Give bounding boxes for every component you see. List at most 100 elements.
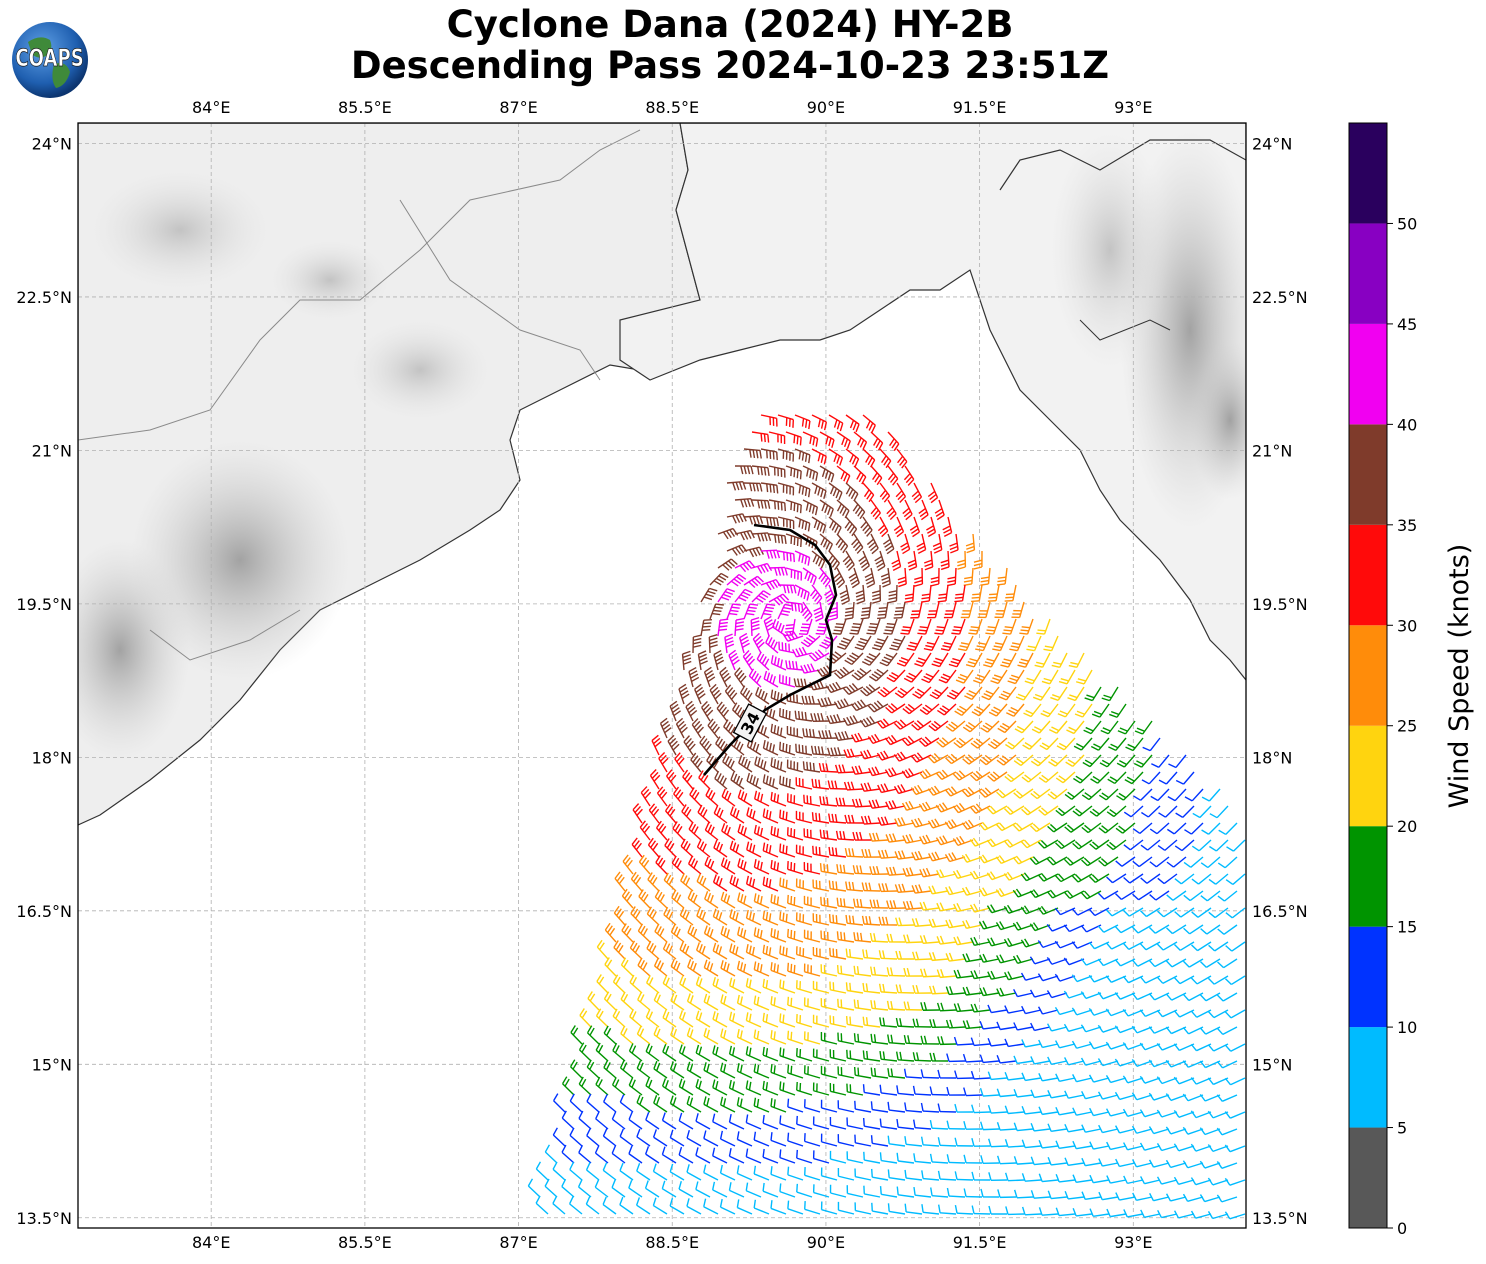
wind-barb	[812, 1048, 830, 1062]
wind-barb	[946, 1053, 966, 1063]
wind-barb	[602, 1162, 617, 1181]
wind-barb	[663, 872, 677, 892]
wind-barb	[812, 980, 830, 994]
wind-barb	[1047, 1123, 1068, 1133]
wind-barb	[745, 978, 762, 994]
wind-barb	[1149, 890, 1170, 901]
wind-barb	[946, 1120, 966, 1130]
wind-barb	[879, 1084, 898, 1096]
lat-label-right: 18°N	[1252, 748, 1292, 767]
wind-barb	[674, 752, 685, 773]
wind-barb	[1032, 686, 1051, 701]
wind-barb	[962, 1053, 983, 1063]
wind-barb	[728, 1113, 745, 1130]
wind-barb	[844, 516, 858, 537]
wind-barb	[953, 737, 974, 749]
wind-barb	[894, 686, 915, 699]
wind-barb	[777, 482, 795, 496]
wind-barb	[837, 1066, 855, 1079]
wind-barb	[895, 917, 915, 927]
wind-barb	[700, 587, 718, 603]
wind-barb	[1011, 601, 1025, 619]
wind-barb	[870, 499, 881, 520]
wind-barb	[884, 734, 906, 746]
wind-barb	[1114, 1058, 1136, 1067]
wind-barb	[1088, 1041, 1110, 1050]
wind-barb	[1054, 1040, 1076, 1049]
wind-barb	[1021, 1139, 1042, 1149]
wind-barb	[1037, 940, 1059, 949]
wind-barb	[945, 886, 966, 896]
wind-barb	[611, 1179, 626, 1198]
wind-barb	[779, 809, 796, 824]
wind-barb	[703, 959, 719, 977]
wind-barb	[1139, 941, 1161, 951]
wind-barb	[726, 603, 741, 620]
wind-barb	[1173, 1076, 1195, 1085]
wind-barb	[1099, 754, 1119, 768]
wind-barb	[936, 1002, 957, 1012]
wind-barb	[872, 635, 889, 651]
wind-barb	[1224, 1077, 1246, 1086]
wind-barb	[812, 879, 830, 892]
wind-barb	[819, 533, 834, 552]
wind-barb	[879, 1017, 898, 1028]
wind-barb	[1021, 1072, 1042, 1082]
wind-barb	[896, 1085, 915, 1096]
wind-barb	[651, 734, 662, 756]
wind-barb	[1055, 1073, 1076, 1082]
wind-barb	[973, 550, 983, 570]
wind-barb	[724, 684, 738, 705]
wind-barb	[746, 807, 762, 824]
wind-barb	[928, 720, 949, 732]
wind-barb	[602, 1196, 617, 1215]
wind-barb	[1020, 938, 1042, 948]
wind-barb	[803, 963, 821, 977]
wind-barb	[1014, 720, 1034, 734]
wind-barb	[721, 788, 736, 807]
wind-barb	[695, 1113, 711, 1130]
wind-barb	[644, 1180, 660, 1198]
wind-barb	[745, 1080, 762, 1096]
wind-barb	[777, 550, 795, 563]
wind-barb	[1012, 822, 1034, 832]
wind-barb	[1225, 907, 1246, 919]
wind-barb	[753, 1029, 770, 1045]
wind-barb	[829, 1150, 847, 1164]
wind-barb	[1101, 686, 1119, 702]
wind-barb	[862, 482, 875, 503]
wind-barb	[646, 940, 660, 960]
wind-barb	[893, 601, 906, 619]
wind-barb	[1105, 907, 1127, 917]
wind-barb	[690, 752, 703, 773]
wind-barb	[1200, 924, 1221, 935]
wind-barb	[962, 720, 983, 733]
wind-barb	[1038, 1039, 1059, 1049]
wind-barb	[833, 567, 846, 589]
wind-barb	[879, 1050, 898, 1062]
wind-barb	[672, 821, 685, 841]
wind-barb	[883, 618, 898, 635]
logo-text: COAPS	[15, 44, 83, 72]
wind-barb	[829, 981, 847, 994]
wind-barb	[1034, 652, 1051, 668]
wind-barb	[812, 845, 830, 858]
wind-barb	[1073, 737, 1093, 751]
wind-barb	[579, 1008, 592, 1028]
wind-barb	[1199, 1127, 1221, 1136]
wind-barb	[696, 873, 711, 892]
wind-barb	[1218, 822, 1238, 836]
wind-barb	[778, 674, 796, 688]
wind-barb	[870, 1067, 889, 1079]
wind-barb	[637, 957, 651, 977]
wind-barb	[686, 993, 702, 1011]
wind-barb	[569, 1161, 583, 1181]
wind-barb	[927, 601, 940, 619]
wind-barb	[1148, 1092, 1170, 1101]
lat-label-left: 16.5°N	[16, 902, 72, 921]
wind-barb	[829, 947, 847, 960]
wind-barb	[1108, 737, 1127, 751]
wind-barb	[655, 820, 668, 841]
wind-barb	[927, 753, 949, 764]
wind-barb	[1017, 652, 1034, 668]
